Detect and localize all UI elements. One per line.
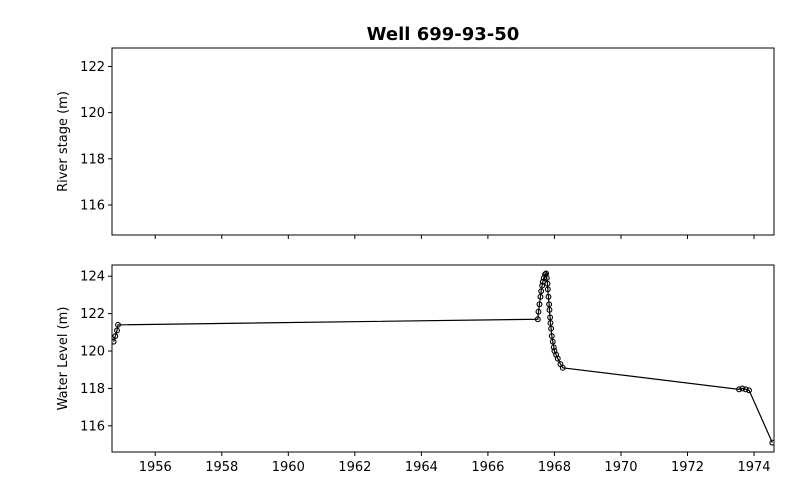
water-level-data-point bbox=[537, 293, 544, 300]
water-level-axes: Water Level (m) 116 118 120 122 124 1956 1958 1… bbox=[56, 264, 775, 475]
water-level-data-point bbox=[554, 355, 561, 362]
water-level-data-point bbox=[736, 386, 743, 393]
water-level-data-point bbox=[548, 333, 555, 340]
water-level-data-point bbox=[112, 338, 117, 345]
water-level-data-point bbox=[549, 338, 556, 345]
water-level-xtick-label: 1958 bbox=[205, 460, 238, 475]
water-level-data-point bbox=[112, 333, 119, 340]
water-level-data-point bbox=[546, 306, 553, 313]
chart-title: Well 699-93-50 bbox=[367, 24, 520, 45]
water-level-xtick-label: 1968 bbox=[538, 460, 571, 475]
water-level-data-point bbox=[544, 286, 551, 293]
water-level-xtick-label: 1972 bbox=[671, 460, 704, 475]
river-stage-frame bbox=[111, 47, 775, 236]
water-level-data-point bbox=[536, 301, 543, 308]
water-level-xtick-label: 1970 bbox=[604, 460, 637, 475]
water-level-plot-area bbox=[112, 270, 774, 446]
water-level-ytick-label: 122 bbox=[80, 307, 105, 322]
water-level-ytick-label: 124 bbox=[80, 270, 105, 285]
water-level-xtick-label: 1962 bbox=[338, 460, 371, 475]
water-level-xtick-label: 1974 bbox=[737, 460, 770, 475]
water-level-data-point bbox=[539, 282, 546, 289]
water-level-data-point bbox=[544, 280, 551, 287]
water-level-data-point bbox=[115, 321, 121, 328]
water-level-data-point bbox=[550, 344, 557, 351]
water-level-data-point bbox=[545, 293, 552, 300]
water-level-ytick-label: 116 bbox=[80, 419, 105, 434]
river-stage-ytick-label: 118 bbox=[80, 152, 105, 167]
water-level-data-point bbox=[547, 320, 554, 326]
water-level-data-point bbox=[746, 387, 753, 394]
water-level-data-point bbox=[543, 275, 550, 282]
water-level-data-point bbox=[742, 386, 749, 393]
water-level-data-point bbox=[548, 325, 555, 332]
water-level-data-point bbox=[739, 385, 746, 392]
water-level-data-point bbox=[769, 439, 774, 446]
river-stage-ytick-label: 122 bbox=[80, 60, 105, 75]
water-level-data-point bbox=[534, 316, 541, 323]
water-level-frame bbox=[111, 264, 775, 453]
water-level-data-point bbox=[114, 327, 120, 334]
water-level-xtick-label: 1956 bbox=[139, 460, 172, 475]
water-level-xtick-label: 1964 bbox=[405, 460, 438, 475]
water-level-data-point bbox=[546, 301, 553, 308]
river-stage-ylabel: River stage (m) bbox=[56, 91, 71, 192]
water-level-xtick-label: 1966 bbox=[471, 460, 504, 475]
water-level-data-point bbox=[535, 308, 542, 315]
river-stage-axes: River stage (m) 116 118 120 122 bbox=[56, 47, 775, 239]
river-stage-ytick-label: 120 bbox=[80, 106, 105, 121]
water-level-data-point bbox=[538, 288, 545, 295]
water-level-data-point bbox=[540, 275, 547, 282]
water-level-data-point bbox=[547, 314, 554, 321]
river-stage-ytick-label: 116 bbox=[80, 198, 105, 213]
water-level-series-line bbox=[113, 272, 773, 443]
water-level-xtick-label: 1960 bbox=[272, 460, 305, 475]
water-level-ytick-label: 120 bbox=[80, 345, 105, 360]
water-level-data-point bbox=[559, 364, 566, 371]
water-level-ytick-label: 118 bbox=[80, 382, 105, 397]
water-level-ylabel: Water Level (m) bbox=[56, 307, 71, 411]
